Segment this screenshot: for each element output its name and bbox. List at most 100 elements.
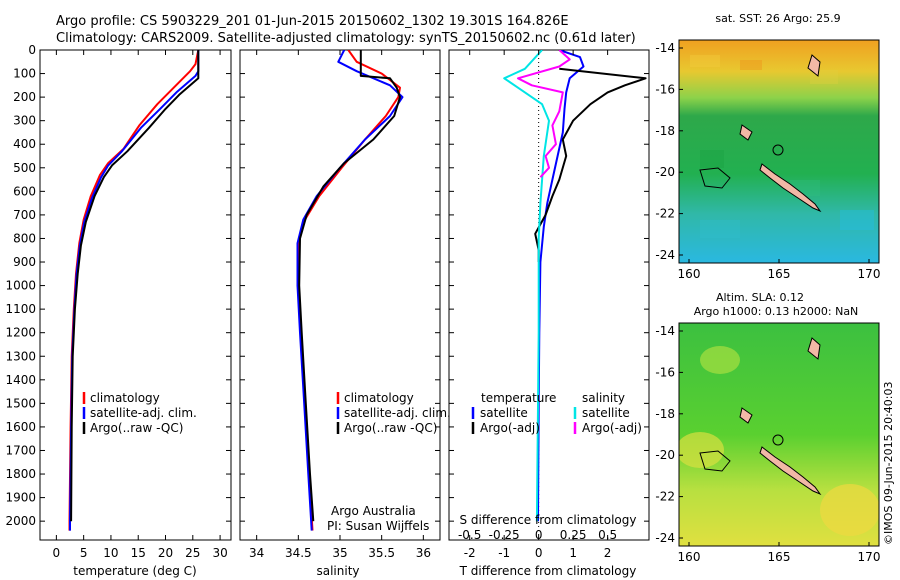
- x-tick-label: -1: [498, 546, 510, 560]
- depth-tick-label: 300: [13, 114, 36, 128]
- map-sla-island-b: [807, 337, 821, 360]
- difference-top-xlabel: S difference from climatology: [460, 513, 637, 527]
- x-tick-label: 5: [80, 546, 88, 560]
- map-x-tick-label: 165: [768, 267, 791, 281]
- depth-tick-label: 700: [13, 208, 36, 222]
- depth-tick-label: 600: [13, 184, 36, 198]
- x-tick-label: 15: [131, 546, 146, 560]
- map-y-tick-label: -20: [655, 448, 675, 462]
- depth-tick-label: 800: [13, 231, 36, 245]
- x-tick-label: 10: [103, 546, 118, 560]
- series-line-2: [298, 50, 401, 522]
- depth-tick-label: 1600: [5, 420, 36, 434]
- depth-tick-label: 1900: [5, 491, 36, 505]
- figure-title-line2: Climatology: CARS2009. Satellite-adjuste…: [56, 31, 636, 46]
- map-sst-float-position: [772, 144, 784, 156]
- depth-tick-label: 900: [13, 255, 36, 269]
- depth-tick-label: 400: [13, 137, 36, 151]
- difference-top-ticks: -0.5 -0.25 0 0.25 0.5: [458, 528, 617, 542]
- depth-tick-label: 1200: [5, 326, 36, 340]
- x-tick-label: 1: [569, 546, 577, 560]
- depth-tick-label: 1400: [5, 373, 36, 387]
- salinity-legend: climatology satellite-adj. clim. Argo(..…: [336, 391, 451, 435]
- x-tick-label: 30: [212, 546, 227, 560]
- map-sla-blob-2: [679, 432, 724, 468]
- map-y-tick-label: -24: [655, 531, 675, 545]
- temperature-profiles: [68, 50, 200, 531]
- series-line-0: [537, 50, 585, 522]
- legend-label-satellite: satellite-adj. clim.: [344, 406, 451, 420]
- s-diff-tick-label: 0.5: [598, 528, 617, 542]
- map-y-tick-label: -16: [655, 365, 675, 379]
- figure-title-line1: Argo profile: CS 5903229_201 01-Jun-2015…: [56, 14, 569, 29]
- legend-label-temp-satellite: satellite: [480, 406, 528, 420]
- legend-label-climatology: climatology: [344, 391, 414, 405]
- temperature-xlabel: temperature (deg C): [73, 564, 196, 578]
- map-y-tick-label: -18: [655, 124, 675, 138]
- series-line-0: [68, 50, 200, 531]
- s-diff-tick-label: 0.25: [560, 528, 587, 542]
- map-x-tick-label: 170: [858, 550, 881, 564]
- map-y-tick-label: -14: [655, 41, 675, 55]
- legend-label-sal-argo: Argo(-adj): [582, 421, 642, 435]
- map-sst-new-caledonia: [759, 163, 822, 213]
- x-tick-label: 0: [535, 546, 543, 560]
- map-sst-title: sat. SST: 26 Argo: 25.9: [715, 12, 840, 25]
- depth-tick-label: 200: [13, 90, 36, 104]
- legend-label-satellite: satellite-adj. clim.: [90, 406, 197, 420]
- map-sla-island-a: [739, 407, 753, 424]
- series-line-3: [517, 50, 571, 178]
- x-tick-label: 20: [158, 546, 173, 560]
- map-y-tick-label: -16: [655, 82, 675, 96]
- map-x-tick-label: 165: [768, 550, 791, 564]
- difference-ticks: -2 -1 0 1 2: [449, 49, 649, 560]
- map-sla-blob-1: [700, 346, 740, 374]
- map-x-tick-label: 170: [858, 267, 881, 281]
- x-tick-label: 34: [249, 546, 264, 560]
- imos-stamp: ©IMOS 09-Jun-2015 20:40:03: [882, 381, 895, 545]
- map-sst-island-b: [807, 54, 821, 77]
- series-line-2: [70, 50, 200, 522]
- series-line-1: [69, 50, 200, 531]
- map-sla-ticks: 160 165 170 -14 -16 -18 -20 -22 -24: [655, 324, 880, 564]
- map-y-tick-label: -20: [655, 165, 675, 179]
- depth-tick-label: 500: [13, 161, 36, 175]
- salinity-axes: [239, 49, 441, 541]
- map-y-tick-label: -14: [655, 324, 675, 338]
- series-line-1: [296, 50, 404, 531]
- map-y-tick-label: -22: [655, 207, 675, 221]
- map-sla: [679, 323, 879, 546]
- difference-axes: [448, 49, 650, 541]
- map-x-tick-label: 160: [678, 550, 701, 564]
- s-diff-tick-label: -0.25: [489, 528, 520, 542]
- map-sla-float-position: [772, 434, 784, 446]
- map-sst-ticks: 160 165 170 -14 -16 -18 -20 -22 -24: [655, 41, 880, 281]
- depth-axis-ticks: 0 100 200 300 400 500 600 700 800 900 1000 1100 1200…: [5, 43, 36, 528]
- map-sla-title-line2: Argo h1000: 0.13 h2000: NaN: [694, 305, 859, 318]
- depth-tick-label: 1000: [5, 279, 36, 293]
- legend-label-sal-satellite: satellite: [582, 406, 630, 420]
- salinity-xlabel: salinity: [316, 564, 359, 578]
- map-sst-field: [679, 40, 879, 263]
- legend-label-temp-argo: Argo(-adj): [480, 421, 540, 435]
- legend-header-salinity: salinity: [582, 391, 625, 405]
- s-diff-tick-label: 0: [535, 528, 543, 542]
- legend-label-argo: Argo(..raw -QC): [90, 421, 183, 435]
- x-tick-label: 0: [53, 546, 61, 560]
- annotation-pi: PI: Susan Wijffels: [327, 519, 429, 533]
- map-y-tick-label: -18: [655, 407, 675, 421]
- difference-legend: temperature salinity satellite Argo(-adj…: [471, 391, 642, 435]
- depth-tick-label: 1100: [5, 302, 36, 316]
- map-sst-reef: [699, 167, 731, 189]
- depth-tick-label: 1500: [5, 396, 36, 410]
- temperature-axes: [39, 49, 232, 541]
- depth-tick-label: 2000: [5, 514, 36, 528]
- depth-tick-label: 100: [13, 67, 36, 81]
- s-diff-tick-label: -0.5: [458, 528, 481, 542]
- legend-label-argo: Argo(..raw -QC): [344, 421, 437, 435]
- x-tick-label: -2: [464, 546, 476, 560]
- depth-tick-label: 1800: [5, 467, 36, 481]
- x-tick-label: 2: [604, 546, 612, 560]
- difference-profiles: [503, 50, 647, 540]
